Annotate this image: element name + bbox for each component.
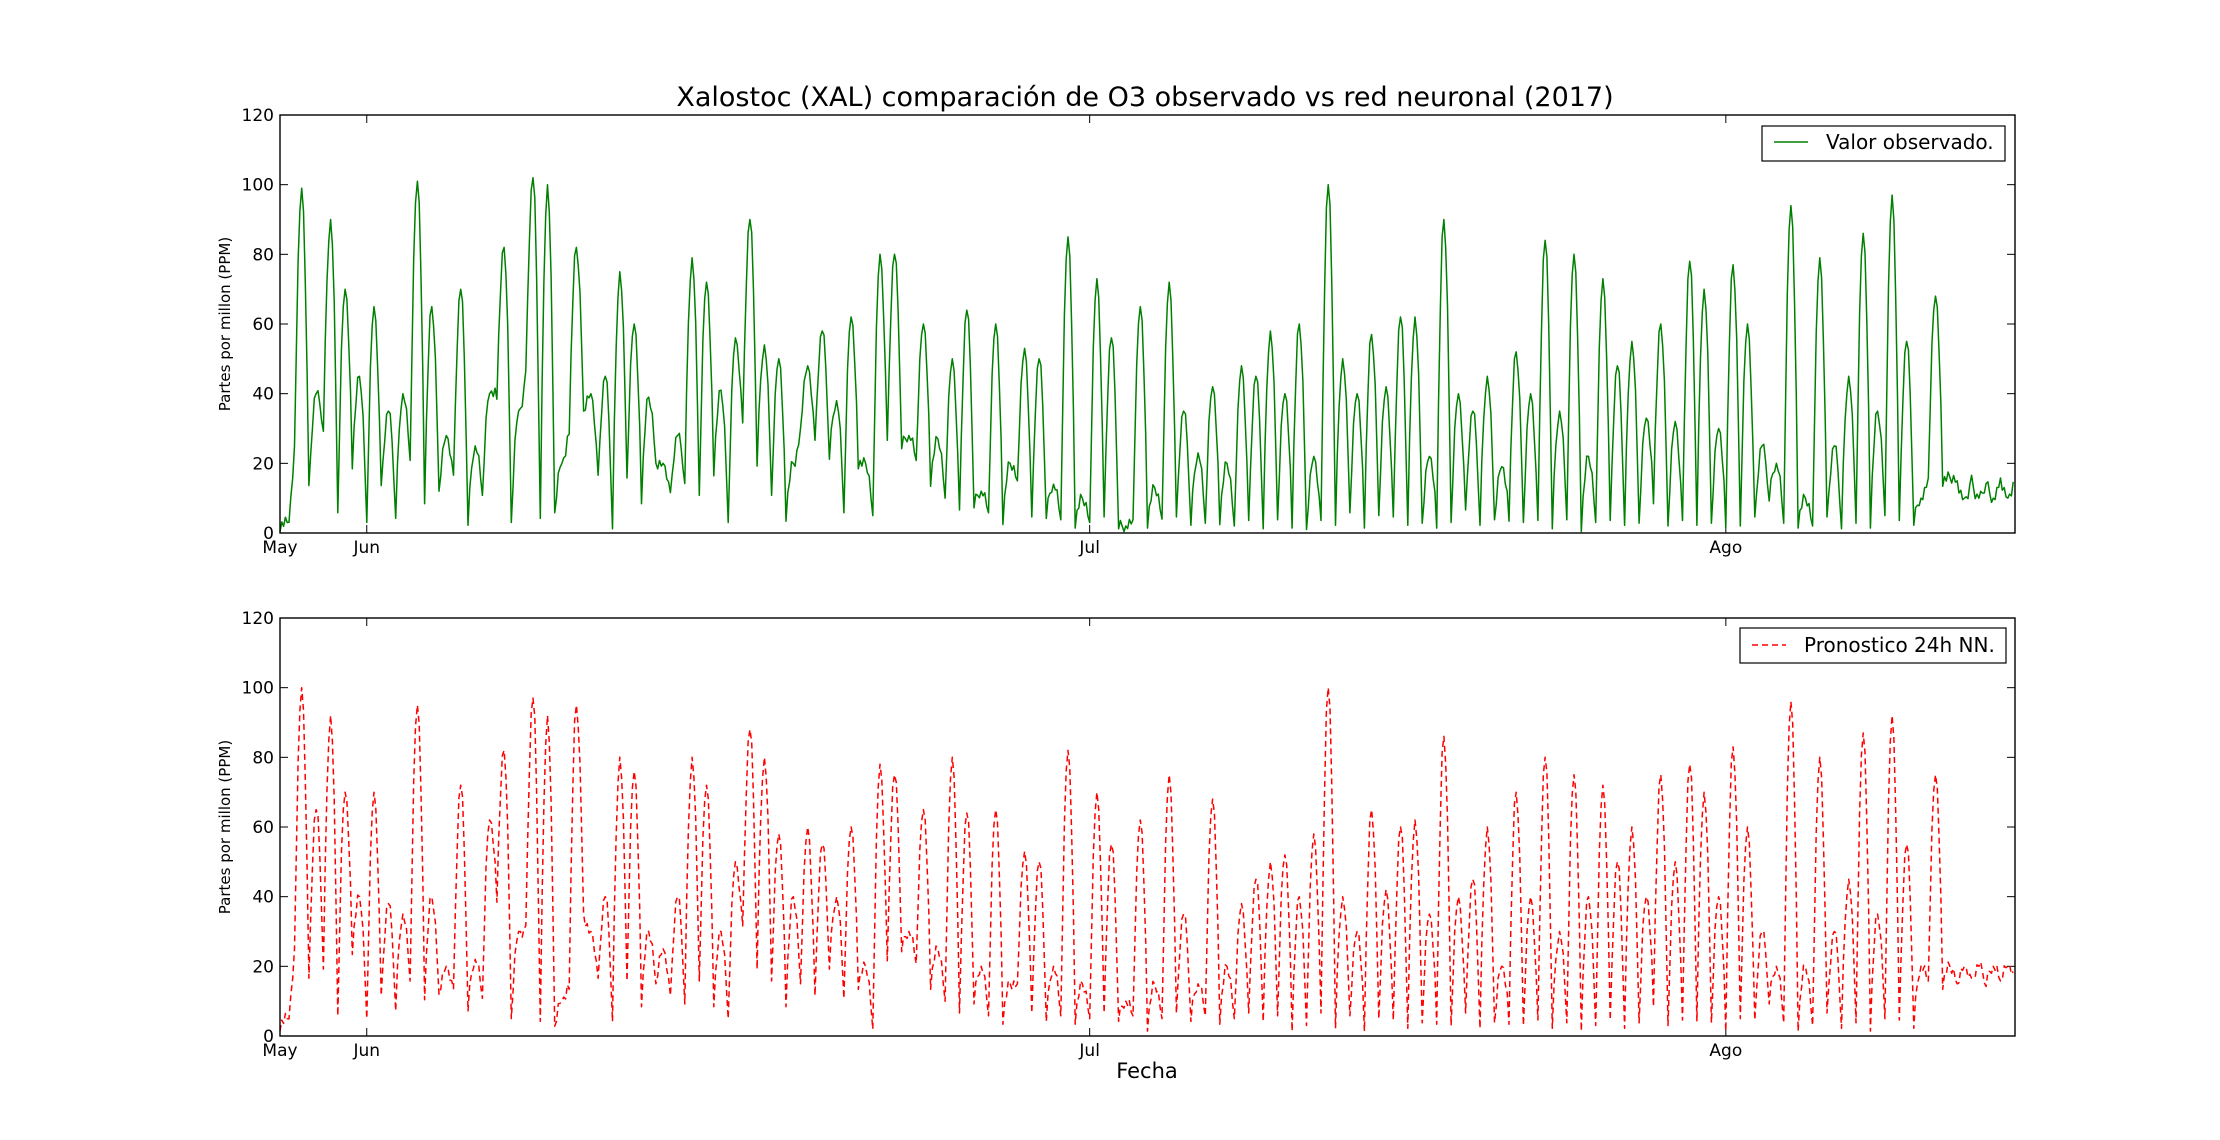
y-tick-label: 20	[252, 957, 274, 977]
x-tick-label: Jul	[1078, 1041, 1100, 1061]
series-observed	[279, 176, 2014, 533]
y-tick-label: 120	[242, 609, 274, 629]
x-tick-label: Ago	[1709, 538, 1742, 558]
legend-forecast: Pronostico 24h NN.	[1739, 627, 2007, 664]
y-tick-label: 60	[252, 315, 274, 335]
y-axis-label-forecast: Partes por millon (PPM)	[216, 740, 234, 914]
x-tick-label: May	[262, 538, 297, 558]
plot-frame-observed	[279, 114, 2016, 534]
axis-ticks-forecast: 0 20 40 60 80 100 120 May Jun Jul Ago	[242, 609, 2015, 1061]
x-tick-label: Jul	[1078, 538, 1100, 558]
y-tick-label: 40	[252, 385, 274, 405]
subplot-observed: 0 20 40 60 80 100 120 May Jun Jul Ago Partes por m…	[216, 106, 2016, 558]
plot-area-observed	[280, 115, 2015, 533]
y-tick-label: 100	[242, 679, 274, 699]
axis-ticks-observed: 0 20 40 60 80 100 120 May Jun Jul Ago	[242, 106, 2015, 558]
x-tick-label: May	[262, 1041, 297, 1061]
figure-title: Xalostoc (XAL) comparación de O3 observa…	[676, 82, 1613, 113]
plot-area-forecast	[280, 618, 2015, 1036]
legend-label-observed: Valor observado.	[1826, 130, 1994, 154]
y-axis-label-observed: Partes por millon (PPM)	[216, 237, 234, 411]
x-tick-label: Jun	[352, 538, 380, 558]
series-line	[279, 686, 2014, 1032]
y-tick-label: 80	[252, 748, 274, 768]
x-tick-label: Ago	[1709, 1041, 1742, 1061]
y-tick-label: 40	[252, 888, 274, 908]
y-tick-label: 0	[263, 524, 274, 544]
legend-box-observed	[1761, 125, 2006, 162]
y-tick-label: 80	[252, 245, 274, 265]
x-axis-label: Fecha	[1116, 1059, 1178, 1083]
plot-frame-forecast	[279, 617, 2016, 1037]
y-tick-label: 60	[252, 818, 274, 838]
x-tick-label: Jun	[352, 1041, 380, 1061]
series-line	[279, 176, 2014, 533]
y-tick-label: 120	[242, 106, 274, 126]
series-forecast	[279, 686, 2014, 1032]
y-tick-label: 0	[263, 1027, 274, 1047]
y-tick-label: 100	[242, 176, 274, 196]
subplot-forecast: 0 20 40 60 80 100 120 May Jun Jul Ago Partes por m…	[216, 609, 2016, 1061]
legend-observed: Valor observado.	[1761, 125, 2006, 162]
y-tick-label: 20	[252, 454, 274, 474]
legend-label-forecast: Pronostico 24h NN.	[1804, 633, 1995, 657]
